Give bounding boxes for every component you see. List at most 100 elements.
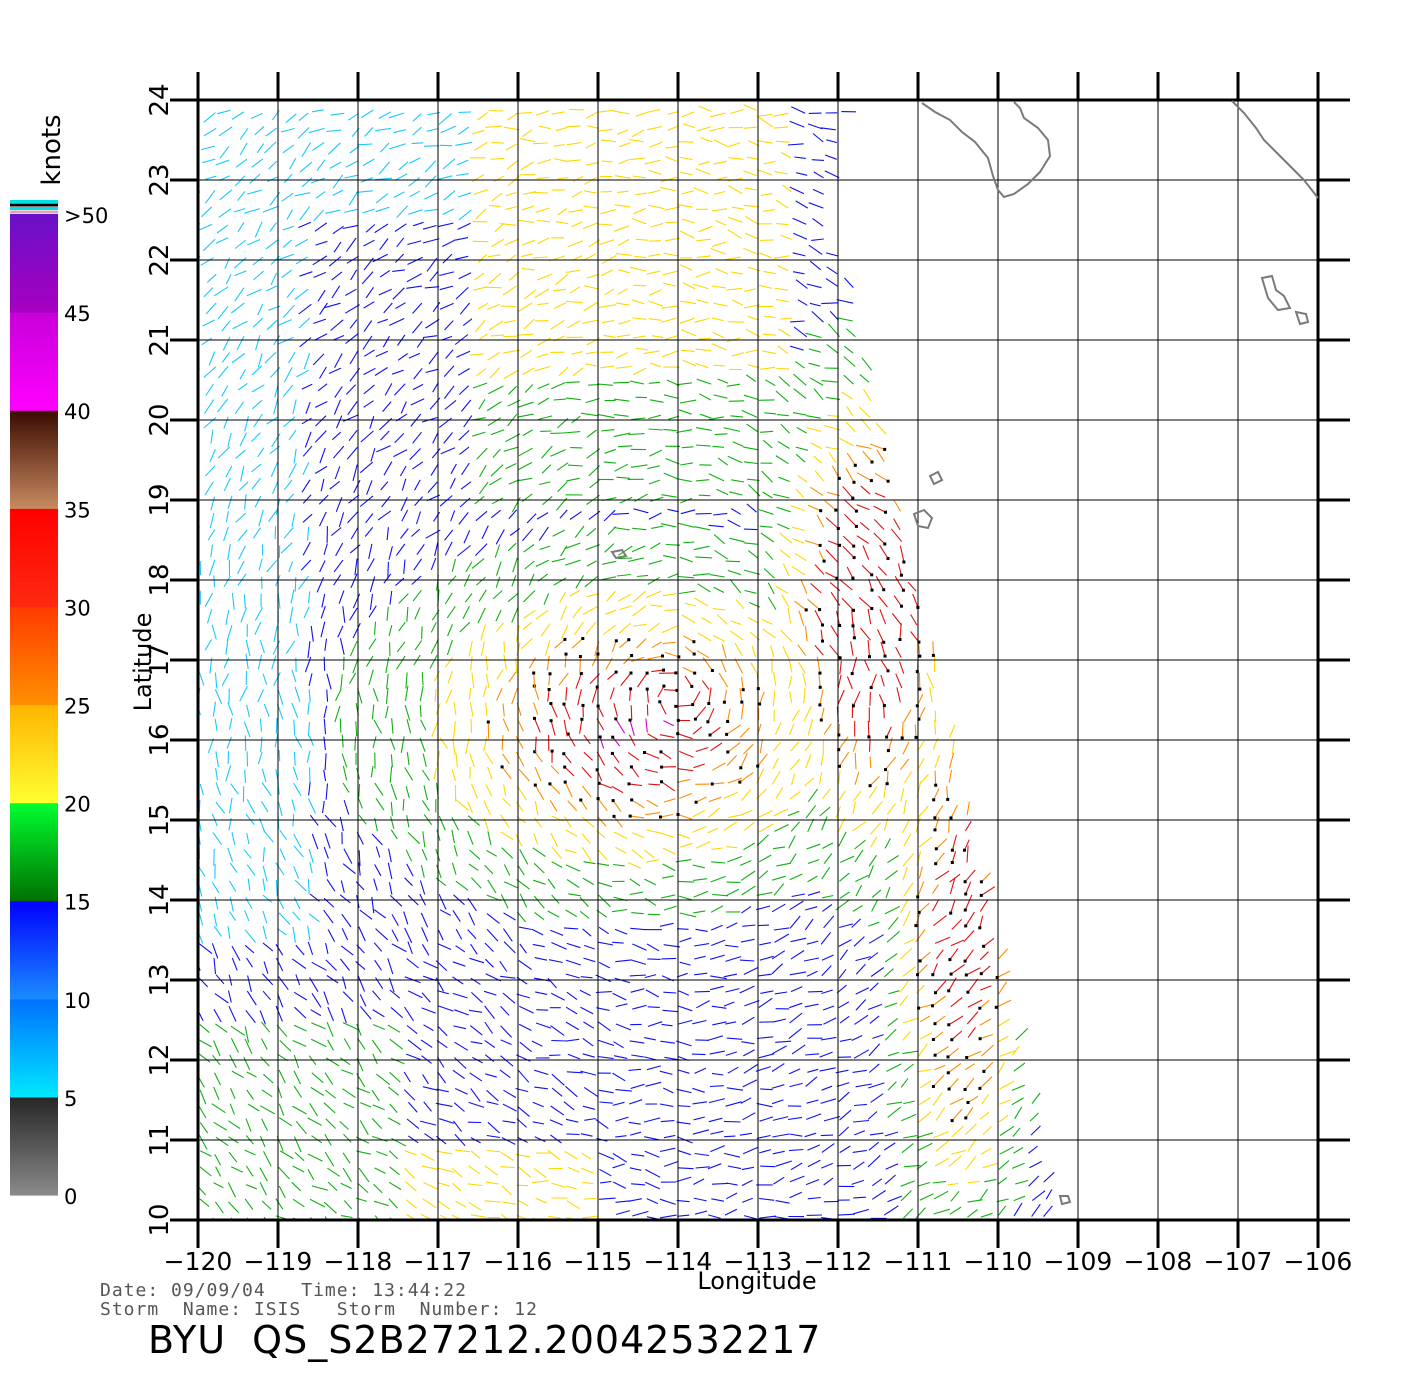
wind-vector (868, 1063, 880, 1073)
wind-vector (714, 433, 728, 436)
wind-vector (553, 398, 567, 401)
wind-vector (523, 590, 536, 603)
wind-vector (774, 824, 789, 832)
rain-flag-dot (900, 604, 903, 608)
wind-vector (780, 424, 790, 434)
wind-vector (708, 687, 712, 704)
wind-vector (469, 702, 474, 717)
wind-vector (663, 798, 676, 803)
wind-vector (899, 995, 909, 1007)
wind-vector (265, 127, 278, 137)
wind-vector (389, 143, 406, 150)
wind-vector (951, 1108, 963, 1121)
wind-vector (614, 928, 628, 935)
wind-vector (712, 445, 725, 448)
wind-vector (821, 380, 838, 383)
wind-vector (349, 640, 358, 657)
wind-vector (359, 1102, 372, 1108)
rain-flag-dot (978, 1086, 982, 1090)
wind-vector (390, 801, 393, 816)
wind-vector (486, 849, 497, 857)
wind-vector (790, 950, 805, 960)
wind-vector (720, 659, 727, 673)
wind-vector (406, 863, 414, 877)
wind-vector (723, 689, 728, 703)
wind-vector (484, 1021, 493, 1034)
wind-vector (391, 929, 399, 942)
wind-vector (500, 831, 514, 840)
wind-vector (741, 409, 758, 418)
wind-vector (307, 798, 316, 814)
wind-vector (359, 495, 374, 507)
rain-flag-dot (550, 749, 554, 753)
wind-vector (699, 393, 712, 401)
wind-vector (446, 639, 453, 656)
wind-vector (648, 512, 662, 520)
wind-vector (295, 623, 299, 636)
wind-vector (1013, 1147, 1024, 1154)
wind-vector (259, 1105, 276, 1115)
wind-vector (409, 190, 420, 198)
wind-vector (424, 208, 438, 212)
wind-vector (357, 797, 363, 809)
wind-vector (886, 726, 892, 738)
wind-vector (694, 972, 708, 976)
wind-vector (477, 253, 488, 264)
wind-vector (725, 956, 742, 962)
wind-vector (517, 785, 527, 801)
wind-vector (291, 702, 299, 719)
wind-vector (771, 875, 786, 881)
colorbar-band (10, 214, 58, 313)
wind-vector (773, 846, 786, 850)
wind-vector (601, 320, 615, 324)
wind-vector (693, 1178, 705, 1185)
wind-vector (502, 992, 516, 1004)
wind-vector (729, 630, 744, 641)
wind-vector (508, 271, 520, 281)
wind-vector (795, 446, 809, 451)
wind-vector (852, 801, 856, 815)
rain-flag-dot (867, 735, 871, 739)
wind-vector (825, 549, 838, 563)
wind-vector (600, 139, 616, 143)
wind-vector (275, 717, 278, 734)
rain-flag-dot (918, 959, 922, 963)
rain-flag-dot (726, 720, 730, 723)
wind-vector (439, 271, 455, 277)
wind-vector (711, 861, 726, 864)
wind-vector (645, 1081, 662, 1087)
wind-vector (325, 942, 329, 955)
wind-vector (820, 1098, 837, 1104)
wind-vector (632, 590, 646, 603)
wind-vector (324, 862, 328, 877)
wind-vector (598, 1152, 615, 1160)
wind-vector (505, 463, 517, 470)
wind-vector (692, 825, 707, 833)
wind-vector (789, 724, 795, 735)
wind-vector (490, 334, 505, 337)
wind-vector (645, 718, 648, 733)
wind-vector (442, 158, 456, 170)
wind-vector (774, 991, 788, 995)
wind-vector (533, 142, 549, 145)
wind-vector (325, 959, 337, 971)
wind-vector (725, 1101, 742, 1107)
wind-vector (445, 689, 453, 704)
wind-vector (726, 724, 741, 735)
wind-vector (495, 622, 504, 633)
wind-vector (390, 829, 398, 840)
wind-vector (935, 870, 950, 881)
wind-vector (324, 1089, 336, 1099)
wind-vector (781, 151, 792, 159)
rain-flag-dot (950, 848, 954, 852)
wind-vector (372, 1104, 385, 1111)
wind-vector (698, 225, 713, 233)
wind-vector (904, 938, 915, 945)
rain-flag-dot (885, 782, 889, 786)
wind-vector (853, 790, 862, 802)
wind-vector (488, 272, 502, 285)
wind-vector (315, 240, 328, 246)
wind-vector (771, 770, 781, 785)
rain-flag-dot (946, 1055, 950, 1059)
wind-vector (725, 1051, 738, 1056)
